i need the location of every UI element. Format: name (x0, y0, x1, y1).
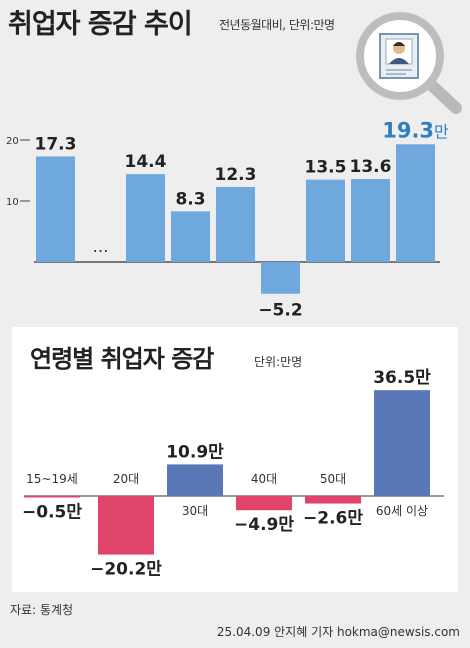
y-tick-label: 10 (6, 197, 19, 208)
bar (36, 156, 75, 262)
data-label: −20.2만 (90, 560, 162, 580)
page-title: 취업자 증감 추이 (8, 9, 193, 40)
bar (305, 496, 361, 504)
category-label: 20대 (113, 472, 139, 486)
category-label: 30대 (182, 504, 208, 518)
bar (167, 464, 223, 496)
gap-marker: … (93, 237, 109, 256)
data-label: 19.3만 (382, 118, 449, 142)
data-label: 14.4 (125, 152, 167, 172)
employment-trend-chart: 20 10 17.3 … 14.4 8.3 12.3 −5.2 13.5 13.6 19.3만 (6, 118, 449, 321)
category-label: 50대 (320, 472, 346, 486)
bar (351, 179, 390, 262)
bar (126, 174, 165, 262)
data-label: 13.5 (305, 158, 347, 178)
bar (374, 390, 430, 496)
data-label: −0.5만 (22, 503, 82, 523)
chart-subtitle: 전년동월대비, 단위:만명 (219, 18, 335, 32)
person-icon (379, 33, 419, 79)
age-chart-title: 연령별 취업자 증감 (30, 345, 214, 373)
bar (216, 186, 255, 262)
data-label: 12.3 (215, 165, 257, 185)
data-label: 13.6 (350, 157, 392, 177)
category-label: 60세 이상 (376, 504, 428, 518)
bar (236, 496, 292, 511)
magnifier-icon (356, 12, 462, 114)
bar (261, 262, 300, 294)
category-label: 15~19세 (26, 472, 78, 486)
age-chart-unit: 단위:만명 (254, 355, 303, 369)
age-chart-panel: 15~19세 −0.5만 20대 −20.2만 30대 10.9만 40대 −4.9만 50대 −… (12, 327, 458, 592)
age-employment-chart: 15~19세 −0.5만 20대 −20.2만 30대 10.9만 40대 −4.9만 50대 −… (22, 368, 444, 580)
data-label: −2.6만 (303, 509, 363, 529)
bar (396, 144, 435, 262)
category-label: 40대 (251, 472, 277, 486)
data-label: 8.3 (175, 189, 205, 209)
bar (24, 496, 80, 498)
data-label: 17.3 (35, 134, 77, 154)
bar (171, 211, 210, 262)
bar (306, 179, 345, 262)
data-label: 10.9만 (166, 442, 224, 462)
data-label: −5.2 (258, 301, 302, 321)
data-label-unit: 만 (434, 122, 449, 141)
bar (98, 496, 154, 555)
y-tick-label: 20 (6, 136, 19, 147)
credit-line: 25.04.09 안지혜 기자 hokma@newsis.com (216, 625, 460, 639)
data-label: 36.5만 (373, 368, 431, 388)
source-note: 자료: 통계청 (10, 603, 74, 617)
data-label: −4.9만 (234, 515, 294, 535)
